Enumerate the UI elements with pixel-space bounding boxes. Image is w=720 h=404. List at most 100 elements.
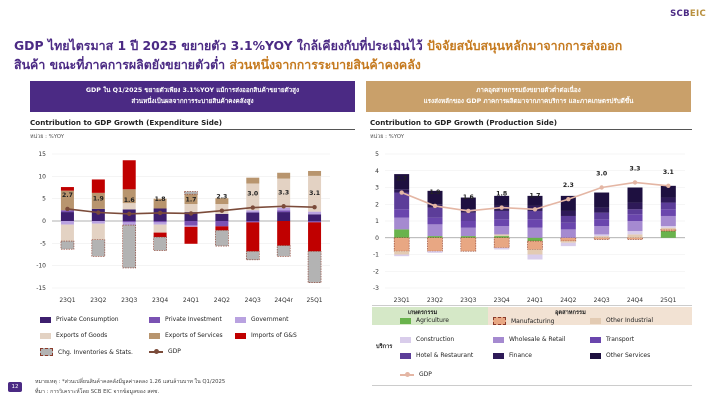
legend-label: Private Investment	[165, 316, 222, 323]
legend-swatch	[400, 371, 414, 377]
legend-label: Other Industrial	[606, 317, 654, 324]
gdp-point	[188, 211, 194, 216]
bar-segment-private-investment	[122, 221, 136, 223]
bar-segment-private-consumption	[184, 212, 198, 221]
brand-suffix: EIC	[689, 9, 706, 19]
brand-name: SCB	[670, 9, 690, 19]
legend-swatch	[400, 336, 411, 343]
y-tick-label: 4	[375, 168, 379, 175]
bar-segment-other-services	[527, 195, 543, 206]
bar-segment-inventories	[91, 239, 106, 257]
bar-segment-exports-goods	[91, 223, 105, 240]
bar-segment-exports-goods	[277, 178, 291, 208]
bar-segment-transport	[494, 219, 510, 227]
gdp-data-label: 1.8	[155, 196, 166, 203]
y-tick-label: 2	[375, 201, 379, 208]
x-tick-label: 23Q2	[427, 297, 443, 304]
gdp-point	[666, 183, 671, 189]
gdp-data-label: 2.7	[396, 176, 407, 183]
legend-label: Agriculture	[416, 317, 449, 324]
legend-swatch	[40, 332, 51, 339]
bar-segment-exports-goods	[60, 224, 74, 242]
bar-segment-exports-services	[277, 172, 291, 179]
bar-segment-other-industrial	[627, 234, 643, 238]
legend-swatch	[40, 316, 51, 323]
bar-segment-private-investment	[215, 221, 229, 227]
gdp-point	[499, 205, 504, 210]
bar-segment-government	[184, 225, 198, 227]
bar-segment-manufacturing	[627, 237, 643, 240]
bar-segment-exports-services	[215, 198, 229, 205]
bar-segment-imports	[60, 187, 74, 191]
bar-segment-inventories	[122, 224, 137, 269]
bar-segment-transport	[627, 214, 643, 221]
bar-segment-other-industrial	[494, 234, 510, 237]
bar-segment-construction	[560, 242, 576, 247]
legend-swatch	[493, 317, 506, 325]
headline-line1-purple: GDP ไทยไตรมาส 1 ปี 2025 ขยายตัว 3.1%YOY …	[14, 38, 423, 53]
bar-segment-wholesale	[394, 217, 410, 230]
bar-segment-private-investment	[184, 221, 198, 226]
bar-segment-agriculture	[394, 229, 410, 238]
brand-logo: SCBEIC	[670, 9, 706, 19]
bar-segment-other-services	[660, 185, 676, 198]
legend-label: Chg. Inventories & Stats.	[58, 348, 133, 356]
legend-item: Finance	[493, 352, 532, 359]
bar-segment-finance	[660, 197, 676, 203]
legend-label: Imports of G&S	[251, 332, 297, 339]
x-tick-label: 23Q3	[460, 297, 476, 304]
legend-item: Private Consumption	[40, 316, 119, 323]
bar-segment-construction	[527, 254, 543, 260]
bar-segment-other-services	[460, 197, 476, 210]
x-tick-label: 24Q2	[560, 297, 576, 304]
gdp-point	[219, 208, 225, 213]
bar-segment-private-consumption	[308, 214, 322, 221]
banner-expenditure-line1: GDP ใน Q1/2025 ขยายตัวเพียง 3.1%YOY แม้ก…	[85, 87, 300, 95]
bar-segment-construction	[594, 234, 610, 237]
bar-segment-transport	[427, 217, 443, 225]
footnote-note: หมายเหตุ : *ส่วนเปลี่ยนสินค้าคงคลังมีมูล…	[35, 379, 226, 385]
bar-segment-inventories	[307, 251, 322, 283]
legend-item: Construction	[400, 336, 454, 343]
headline-line-2: สินค้า ขณะที่ภาคการผลิตยังขยายตัวต่ำ ส่ว…	[14, 56, 421, 75]
gdp-point	[157, 210, 163, 216]
banner-production-line2: แรงส่งหลักของ GDP ภาคการผลิตมาจากภาคบริก…	[423, 97, 634, 105]
legend-item: Transport	[590, 336, 634, 343]
gdp-point	[312, 204, 317, 210]
bar-segment-manufacturing	[427, 237, 443, 252]
legend-label: Finance	[509, 352, 532, 359]
title-underline-right	[370, 129, 692, 130]
headline-line1-orange: ปัจจัยสนับสนุนหลักมาจากการส่งออก	[426, 38, 623, 53]
y-tick-label: 15	[38, 151, 46, 158]
legend-swatch	[590, 317, 601, 324]
gdp-data-label: 3.0	[247, 191, 259, 198]
bar-segment-imports	[122, 160, 136, 190]
legend-label: Hotel & Restaurant	[416, 352, 474, 359]
y-tick-label: 0	[42, 218, 46, 225]
bar-segment-inventories	[60, 240, 75, 250]
legend-swatch	[493, 352, 504, 359]
y-tick-label: 10	[38, 173, 46, 180]
gdp-data-label: 2.3	[563, 182, 574, 189]
bar-segment-exports-goods	[184, 204, 198, 213]
y-tick-label: 5	[42, 196, 46, 203]
x-tick-label: 23Q1	[59, 297, 75, 304]
legend-item: Agriculture	[400, 317, 449, 324]
bar-segment-agriculture	[460, 236, 476, 238]
legend-item: Other Industrial	[590, 317, 653, 324]
bar-segment-manufacturing	[493, 237, 510, 249]
legend-header-industry: อุตสาหกรรม	[555, 310, 586, 316]
x-tick-label: 23Q1	[394, 297, 410, 304]
y-tick-label: -3	[373, 285, 379, 292]
gdp-data-label: 1.8	[496, 191, 507, 198]
bar-segment-private-consumption	[60, 212, 74, 221]
x-tick-label: 24Q2	[214, 297, 230, 304]
legend-label: Government	[251, 316, 289, 323]
gdp-data-label: 3.3	[630, 165, 641, 172]
legend-item: Hotel & Restaurant	[400, 352, 473, 359]
gdp-point	[432, 203, 438, 209]
bar-segment-manufacturing	[560, 237, 577, 242]
bar-segment-transport	[527, 219, 543, 228]
bar-segment-private-consumption	[215, 213, 229, 221]
x-tick-label: 25Q1	[306, 297, 322, 304]
